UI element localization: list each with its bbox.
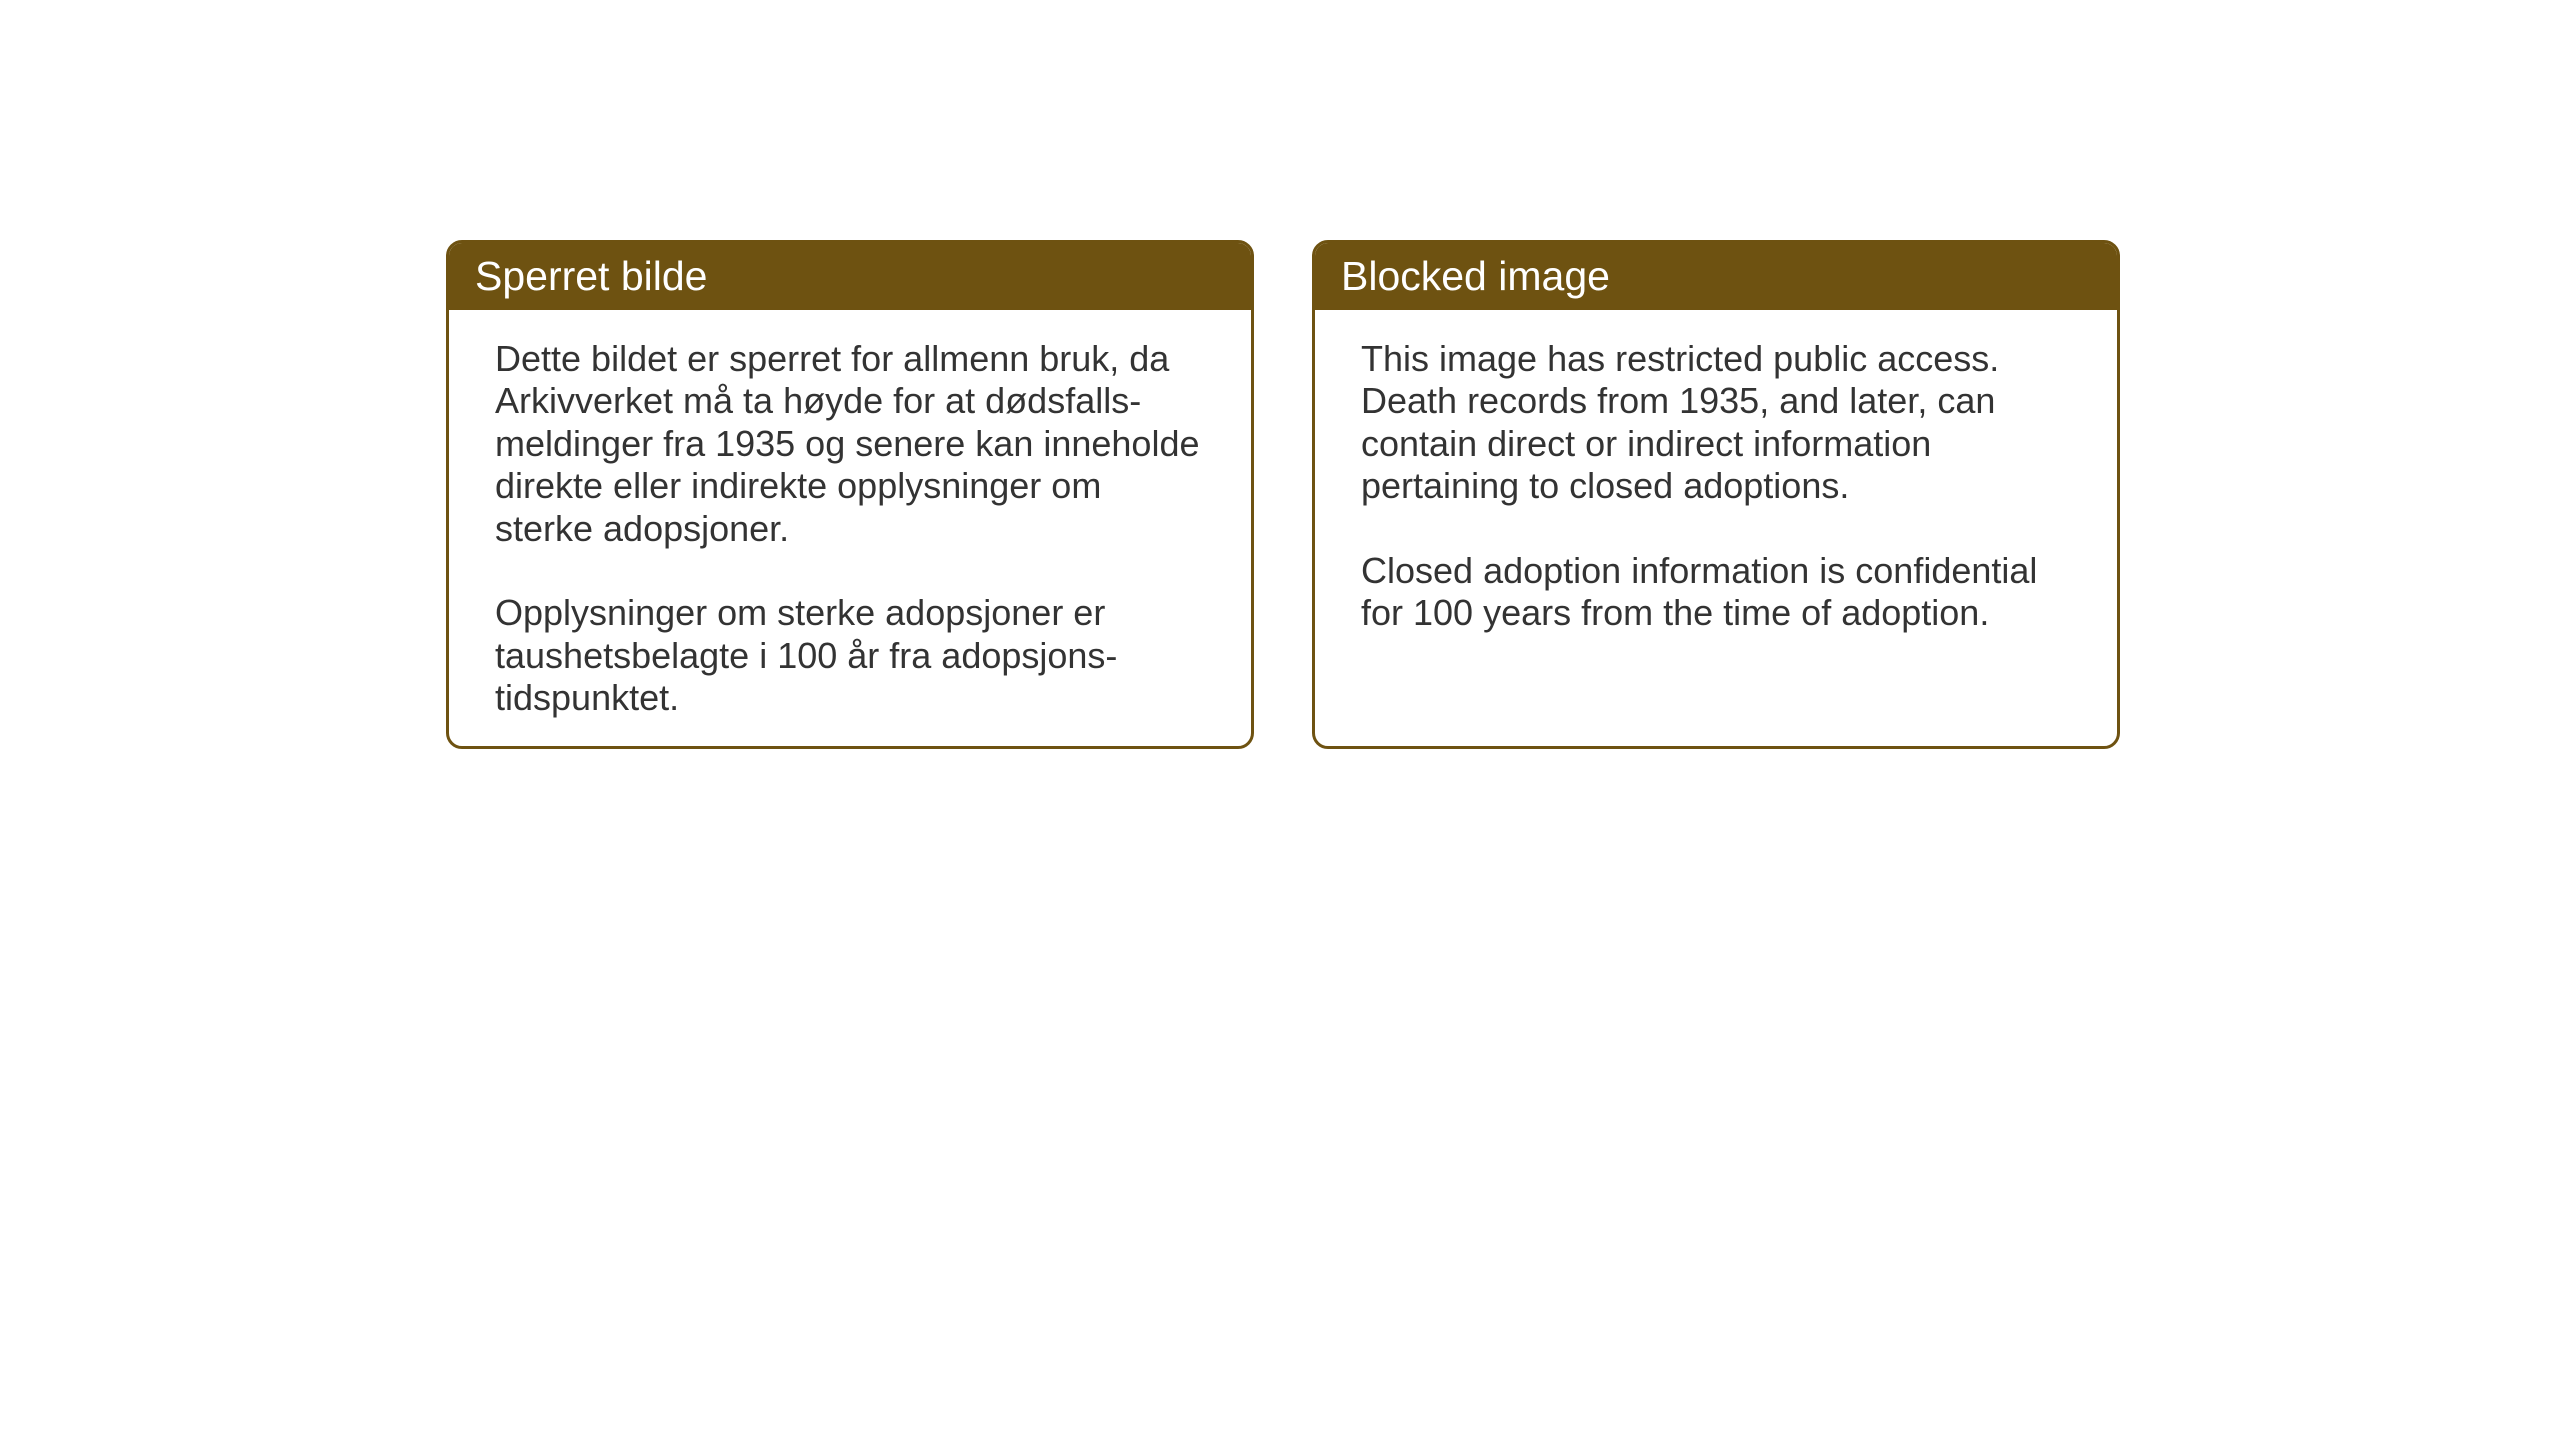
panel-header-english: Blocked image — [1315, 243, 2117, 310]
notice-paragraph-2: Closed adoption information is confident… — [1361, 550, 2071, 635]
notice-panels-container: Sperret bilde Dette bildet er sperret fo… — [446, 240, 2120, 749]
panel-title: Blocked image — [1341, 253, 1610, 299]
notice-paragraph-2: Opplysninger om sterke adopsjoner er tau… — [495, 592, 1205, 719]
blocked-image-panel-norwegian: Sperret bilde Dette bildet er sperret fo… — [446, 240, 1254, 749]
notice-paragraph-1: This image has restricted public access.… — [1361, 338, 2071, 508]
notice-paragraph-1: Dette bildet er sperret for allmenn bruk… — [495, 338, 1205, 550]
panel-title: Sperret bilde — [475, 253, 707, 299]
panel-body-english: This image has restricted public access.… — [1315, 310, 2117, 663]
blocked-image-panel-english: Blocked image This image has restricted … — [1312, 240, 2120, 749]
panel-header-norwegian: Sperret bilde — [449, 243, 1251, 310]
panel-body-norwegian: Dette bildet er sperret for allmenn bruk… — [449, 310, 1251, 748]
